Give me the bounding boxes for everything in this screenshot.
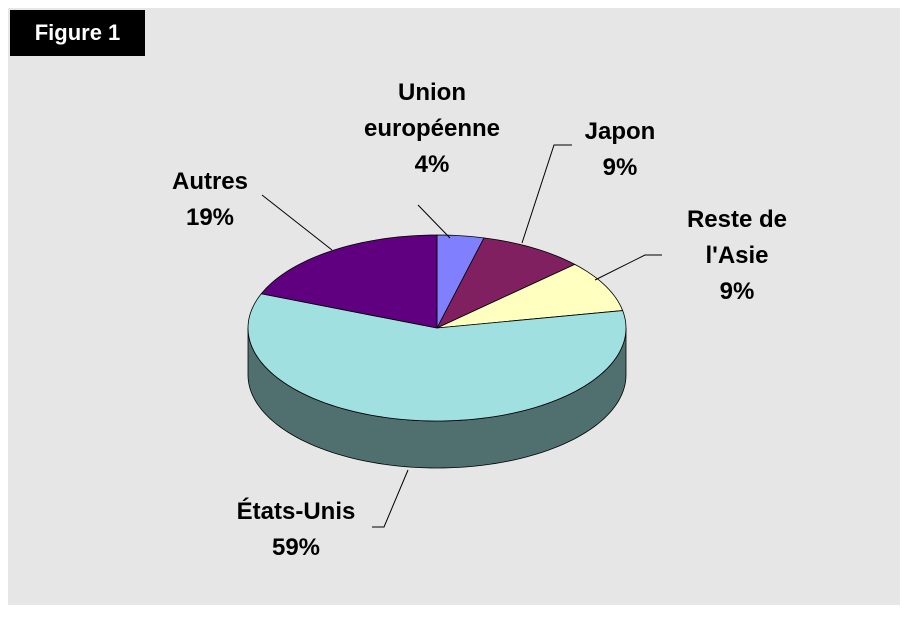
data-label: Autres 19% [140, 164, 280, 236]
leader-line [261, 194, 333, 251]
data-label: États-Unis 59% [196, 494, 396, 566]
category-label: Reste de l'Asie [686, 206, 788, 269]
leader-line [594, 254, 662, 281]
data-label: Reste de l'Asie 9% [672, 202, 802, 310]
category-label: Autres [171, 168, 249, 195]
category-label: États-Unis [236, 498, 356, 525]
leader-line [417, 204, 451, 239]
value-label: 4% [414, 151, 450, 178]
pie-slice [436, 263, 624, 329]
value-label: 9% [602, 154, 638, 181]
category-label: Union européenne [363, 79, 501, 142]
data-label: Japon 9% [560, 114, 680, 186]
pie-slice [260, 234, 438, 329]
pie-slice [247, 293, 627, 422]
figure-label: Figure 1 [10, 10, 145, 56]
value-label: 9% [719, 278, 755, 305]
pie-slice [436, 237, 576, 329]
leader-line [372, 469, 409, 528]
value-label: 59% [271, 534, 321, 561]
leader-line [521, 144, 572, 244]
category-label: Japon [584, 118, 656, 145]
value-label: 19% [185, 204, 235, 231]
data-label: Union européenne 4% [347, 75, 517, 183]
